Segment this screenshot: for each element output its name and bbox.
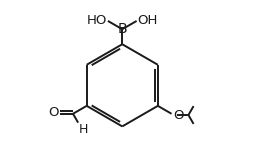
Text: H: H (79, 123, 88, 137)
Text: B: B (117, 22, 127, 36)
Text: O: O (48, 106, 58, 119)
Text: HO: HO (87, 14, 107, 27)
Text: O: O (173, 109, 183, 122)
Text: OH: OH (137, 14, 158, 27)
